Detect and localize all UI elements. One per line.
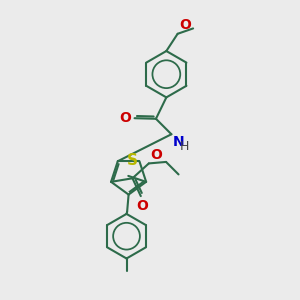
Text: O: O <box>120 111 132 124</box>
Text: N: N <box>172 135 184 149</box>
Text: O: O <box>150 148 162 162</box>
Text: O: O <box>136 199 148 213</box>
Text: S: S <box>127 153 138 168</box>
Text: H: H <box>180 140 189 153</box>
Text: O: O <box>179 18 191 32</box>
